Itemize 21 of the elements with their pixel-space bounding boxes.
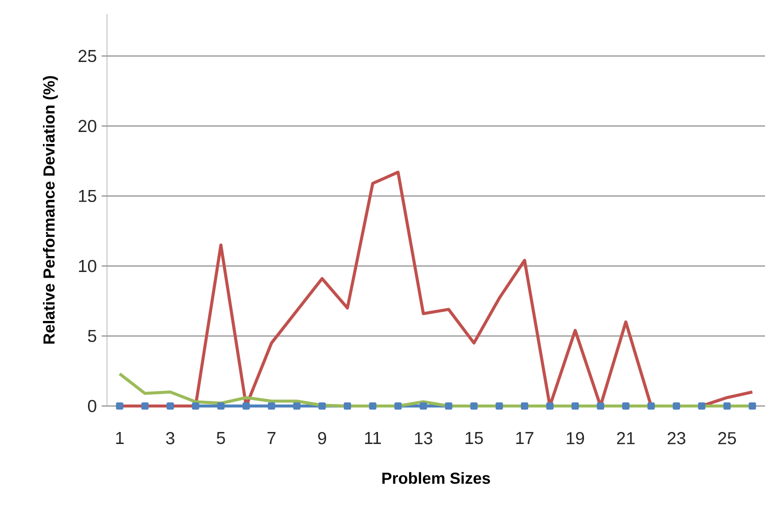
x-axis-title: Problem Sizes [382, 472, 490, 484]
y-tick-label: 0 [88, 400, 96, 412]
x-tick-label: 11 [365, 432, 381, 444]
x-tick-label: 19 [566, 432, 584, 444]
x-tick-label: 1 [116, 432, 124, 444]
x-tick-label: 5 [216, 432, 225, 444]
x-tick-label: 9 [318, 432, 326, 444]
x-tick-label: 25 [718, 432, 736, 444]
y-tick-label: 15 [78, 190, 96, 202]
y-tick-label: 5 [88, 330, 96, 342]
x-tick-label: 13 [415, 432, 432, 444]
y-tick-label: 10 [78, 260, 96, 272]
y-tick-label: 20 [78, 120, 96, 132]
x-tick-label: 17 [516, 432, 534, 444]
x-tick-label: 21 [617, 432, 635, 444]
y-tick-label: 25 [78, 50, 96, 62]
y-axis-title: Relative Performance Deviation (%) [42, 76, 58, 344]
x-tick-label: 3 [166, 432, 174, 444]
x-tick-label: 15 [466, 432, 483, 444]
x-tick-label: 23 [668, 432, 686, 444]
x-tick-label: 7 [268, 432, 276, 444]
